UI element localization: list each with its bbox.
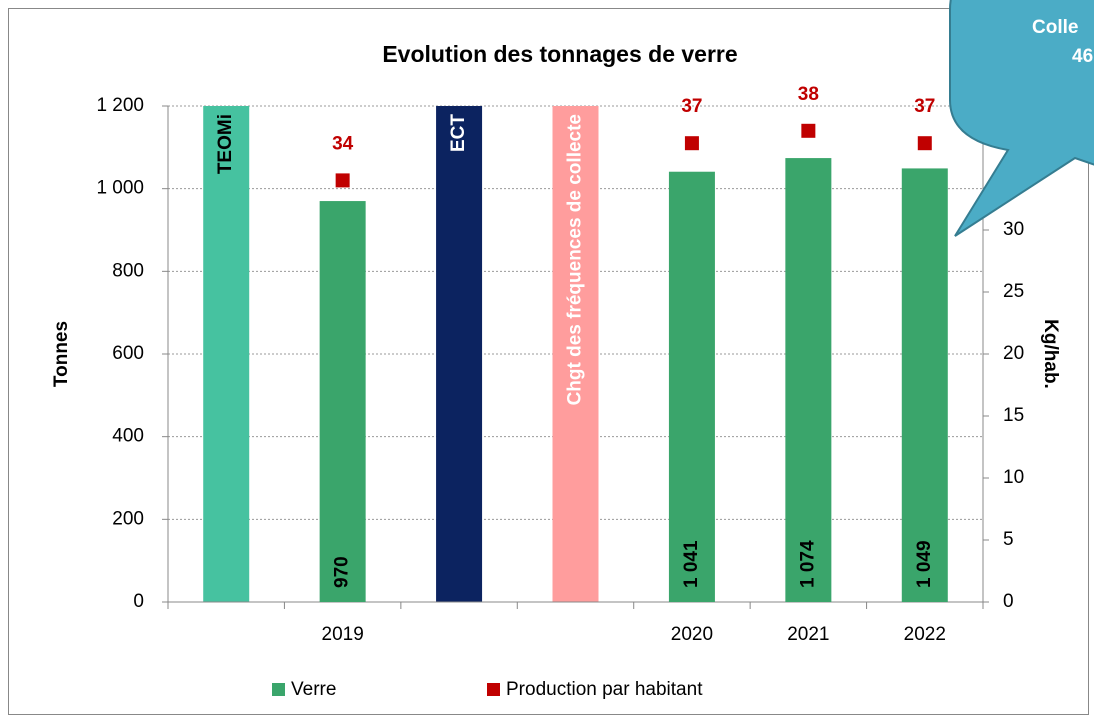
- legend-swatch: [272, 683, 285, 696]
- y-tick-label: 0: [133, 591, 144, 612]
- y2-tick-label: 30: [1003, 219, 1024, 240]
- y2-tick-label: 0: [1003, 591, 1014, 612]
- y2-axis-label: Kg/hab.: [1040, 319, 1061, 389]
- event-label: TEOMi: [215, 114, 236, 174]
- y2-tick-label: 10: [1003, 467, 1024, 488]
- bar: [319, 201, 366, 603]
- event-label: Chgt des fréquences de collecte: [565, 114, 586, 405]
- y-tick-label: 1 200: [96, 95, 144, 116]
- marker-value-label: 38: [798, 84, 819, 105]
- event-bar: [552, 106, 599, 602]
- marker: [801, 123, 816, 138]
- bar-value-label: 970: [332, 556, 353, 588]
- bar-value-label: 1 041: [681, 540, 702, 588]
- legend-label: Production par habitant: [506, 679, 703, 700]
- event-label: ECT: [448, 114, 469, 152]
- x-tick-label: 2021: [787, 624, 829, 645]
- marker: [335, 173, 350, 188]
- event-bar: [203, 106, 250, 602]
- marker-value-label: 37: [914, 96, 935, 117]
- callout-text: Colle: [1032, 17, 1078, 38]
- y2-tick-label: 20: [1003, 343, 1024, 364]
- bar: [901, 168, 948, 602]
- y-axis-label: Tonnes: [51, 321, 72, 387]
- y-tick-label: 200: [112, 508, 144, 529]
- y2-tick-label: 5: [1003, 529, 1014, 550]
- event-bar: [436, 106, 483, 602]
- bar-value-label: 1 049: [914, 540, 935, 588]
- bar-value-label: 1 074: [797, 540, 818, 588]
- bar: [785, 158, 832, 602]
- y-tick-label: 800: [112, 260, 144, 281]
- plot-area: 0 200 400 600 800 1 000 1 200 0 5 10 15 20 25 30 TEOMi…: [96, 84, 1024, 700]
- chart-title: Evolution des tonnages de verre: [382, 41, 737, 67]
- marker: [684, 136, 699, 151]
- callout-text: 46: [1072, 46, 1093, 67]
- callout: Colle 46: [949, 0, 1094, 237]
- y2-tick-label: 15: [1003, 405, 1024, 426]
- y-tick-label: 600: [112, 343, 144, 364]
- marker-value-label: 37: [681, 96, 702, 117]
- legend-swatch: [487, 683, 500, 696]
- legend-label: Verre: [291, 679, 336, 700]
- callout-bubble: [949, 0, 1094, 237]
- marker: [917, 136, 932, 151]
- y2-tick-label: 25: [1003, 281, 1024, 302]
- marker-value-label: 34: [332, 133, 354, 154]
- y-tick-label: 400: [112, 426, 144, 447]
- bar: [668, 171, 715, 602]
- y-tick-label: 1 000: [96, 178, 144, 199]
- x-tick-label: 2020: [671, 624, 713, 645]
- x-tick-label: 2022: [904, 624, 946, 645]
- x-tick-label: 2019: [322, 624, 364, 645]
